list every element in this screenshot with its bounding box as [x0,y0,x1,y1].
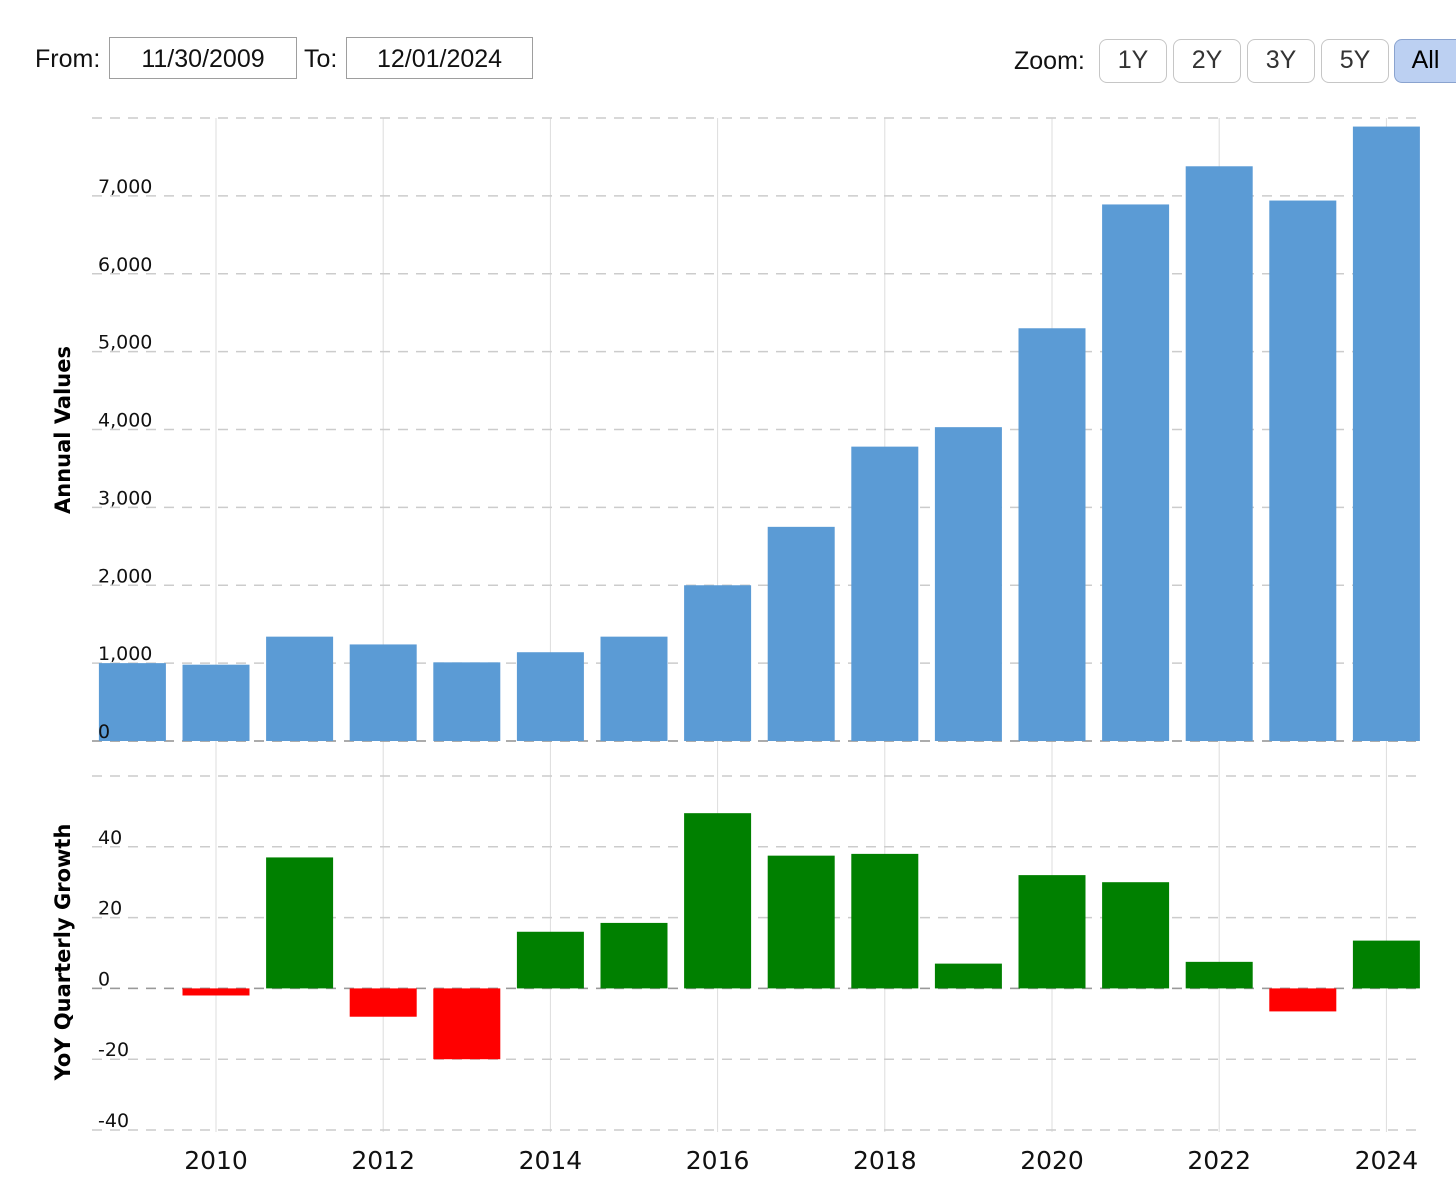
zoom-label: Zoom: [1014,47,1085,75]
annual-y-axis-title: Annual Values [51,346,75,514]
growth-bar-2010 [182,988,250,996]
to-label: To: [304,45,338,73]
annual-bar-2009 [98,663,166,741]
x-tick-label: 2020 [1020,1146,1084,1175]
growth-y-tick-label: 20 [98,898,122,920]
x-tick-label: 2010 [184,1146,248,1175]
annual-y-tick-label: 4,000 [98,410,152,432]
x-tick-label: 2014 [519,1146,583,1175]
growth-bar-2019 [934,963,1002,989]
annual-bar-2022 [1185,166,1253,742]
annual-bar-2012 [349,644,417,741]
bars-layer [98,126,1420,1060]
growth-bar-2014 [516,931,584,989]
growth-y-tick-label: 40 [98,827,122,849]
annual-bar-2020 [1018,328,1086,741]
annual-bar-2018 [851,446,919,741]
growth-bar-2015 [600,922,668,989]
growth-bar-2023 [1269,988,1337,1012]
annual-y-tick-label: 0 [98,721,110,743]
from-label: From: [35,45,101,73]
growth-bar-2020 [1018,875,1086,989]
x-tick-label: 2024 [1355,1146,1419,1175]
growth-y-tick-label: -40 [98,1110,129,1132]
growth-y-axis-title: YoY Quarterly Growth [51,824,75,1082]
annual-bar-2017 [767,526,835,741]
growth-y-tick-label: 0 [98,968,110,990]
annual-bar-2011 [266,636,334,741]
zoom-1y-button[interactable]: 1Y [1099,39,1167,83]
to-date-input[interactable]: 12/01/2024 [346,37,533,79]
annual-bar-2010 [182,664,250,741]
zoom-2y-button[interactable]: 2Y [1173,39,1241,83]
growth-bar-2012 [349,988,417,1017]
annual-y-tick-label: 1,000 [98,643,152,665]
growth-bar-2013 [433,988,501,1060]
annual-bar-2015 [600,636,668,741]
growth-bar-2024 [1352,940,1420,989]
annual-bar-2021 [1102,204,1170,741]
x-tick-label: 2022 [1187,1146,1251,1175]
growth-y-tick-label: -20 [98,1039,129,1061]
growth-bar-2011 [266,857,334,989]
annual-bar-2014 [516,652,584,741]
date-range-toolbar: From: 11/30/2009 To: 12/01/2024 Zoom: 1Y… [0,0,1456,100]
annual-bar-2016 [684,585,752,741]
annual-y-tick-label: 2,000 [98,565,152,587]
annual-bar-2019 [934,427,1002,741]
annual-y-tick-label: 6,000 [98,254,152,276]
zoom-all-button[interactable]: All [1394,39,1456,83]
growth-bar-2018 [851,853,919,989]
from-date-input[interactable]: 11/30/2009 [109,37,297,79]
annual-bar-2013 [433,662,501,741]
x-tick-label: 2012 [351,1146,415,1175]
growth-bar-2021 [1102,882,1170,989]
growth-bar-2017 [767,855,835,989]
growth-bar-2016 [684,813,752,989]
annual-bar-2023 [1269,200,1337,742]
annual-y-tick-label: 3,000 [98,487,152,509]
growth-bar-2022 [1185,961,1253,989]
x-tick-label: 2016 [686,1146,750,1175]
labels-layer: 2010 2012 2014 2016 2018 2020 2022 2024 0 1,000 2,… [51,176,1418,1175]
annual-bar-2024 [1352,126,1420,741]
x-tick-label: 2018 [853,1146,917,1175]
zoom-3y-button[interactable]: 3Y [1247,39,1315,83]
annual-y-tick-label: 7,000 [98,176,152,198]
annual-y-tick-label: 5,000 [98,332,152,354]
zoom-5y-button[interactable]: 5Y [1321,39,1389,83]
